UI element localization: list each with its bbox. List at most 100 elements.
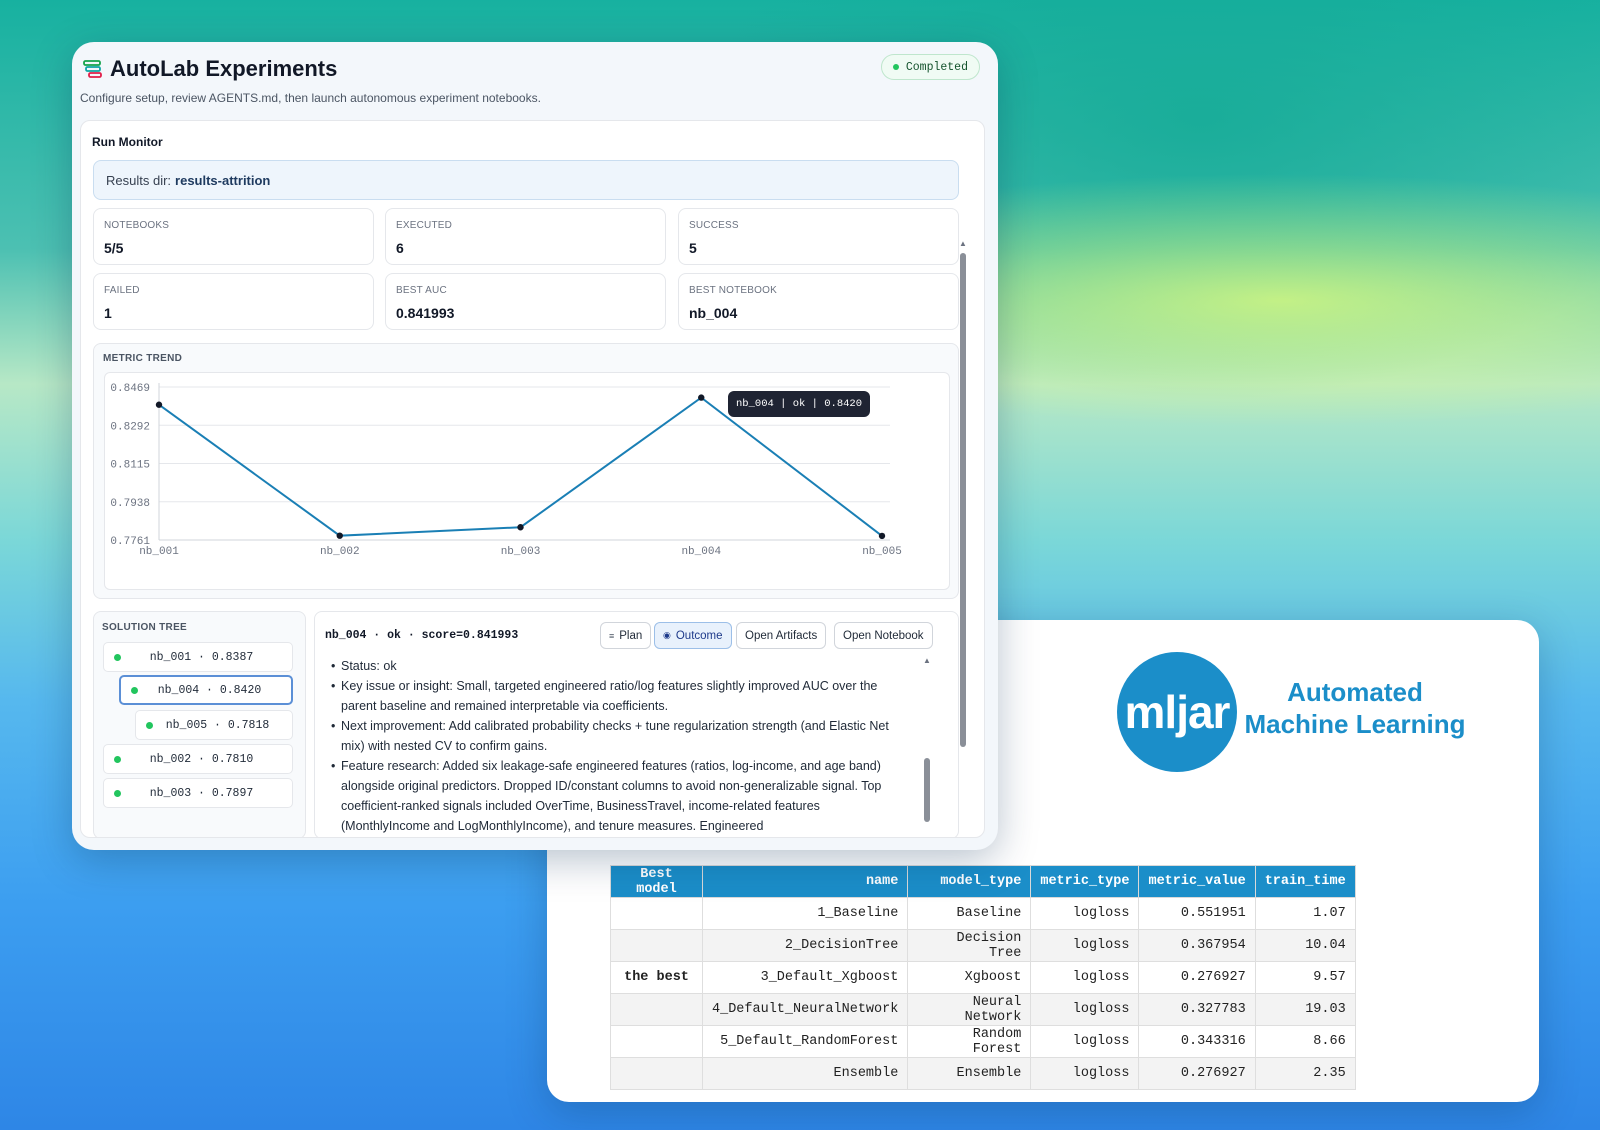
page-subtitle: Configure setup, review AGENTS.md, then … xyxy=(80,91,541,105)
y-tick-label: 0.7938 xyxy=(110,498,150,510)
scroll-up-icon[interactable]: ▲ xyxy=(923,656,931,665)
run-monitor-title: Run Monitor xyxy=(92,135,163,149)
table-cell: Decision Tree xyxy=(907,929,1032,962)
status-badge: Completed xyxy=(880,54,980,80)
col-name: name xyxy=(701,865,909,898)
status-dot-icon xyxy=(114,755,121,763)
open-notebook-button[interactable]: Open Notebook xyxy=(834,622,933,649)
table-cell: logloss xyxy=(1030,897,1140,930)
tree-node-label: nb_001 · 0.8387 xyxy=(149,650,254,664)
table-cell xyxy=(610,993,703,1026)
stat-label: EXECUTED xyxy=(396,220,453,231)
plan-button[interactable]: ≡ Plan xyxy=(600,622,652,649)
table-cell: logloss xyxy=(1030,1057,1140,1090)
chart-tooltip: nb_004 | ok | 0.8420 xyxy=(728,391,871,417)
stat-value: nb_004 xyxy=(689,305,738,321)
results-dir-label: Results dir: xyxy=(106,172,172,188)
table-cell: 19.03 xyxy=(1254,993,1356,1026)
y-tick-label: 0.7761 xyxy=(110,536,150,548)
table-cell xyxy=(610,1057,703,1090)
tree-node-nb-002[interactable]: nb_002 · 0.7810 xyxy=(103,744,293,774)
table-cell: Neural Network xyxy=(907,993,1032,1026)
table-cell xyxy=(610,929,703,962)
col-metric-value: metric_value xyxy=(1138,865,1256,898)
tree-node-label: nb_002 · 0.7810 xyxy=(149,752,254,766)
table-cell: 0.551951 xyxy=(1138,897,1256,930)
table-cell: 8.66 xyxy=(1254,1025,1356,1058)
table-cell: logloss xyxy=(1030,961,1140,994)
results-dir-value: results-attrition xyxy=(175,172,271,188)
list-icon: ≡ xyxy=(609,630,615,641)
list-item: Feature research: Added six leakage-safe… xyxy=(331,756,903,836)
scroll-up-icon[interactable]: ▲ xyxy=(959,239,967,248)
stat-card-executed: EXECUTED 6 xyxy=(385,208,666,265)
stat-card-failed: FAILED 1 xyxy=(93,273,374,330)
results-dir-bar: Results dir: results-attrition xyxy=(93,160,959,200)
y-tick-label: 0.8115 xyxy=(110,460,150,472)
autolab-window: AutoLab Experiments Configure setup, rev… xyxy=(72,42,998,850)
table-cell: Baseline xyxy=(907,897,1032,930)
status-dot-icon xyxy=(114,789,121,797)
table-row: 5_Default_RandomForest Random Forest log… xyxy=(610,1025,1356,1058)
x-tick-label: nb_003 xyxy=(501,546,541,558)
detail-scrollbar[interactable]: ▲ xyxy=(923,656,931,831)
solution-tree-label: SOLUTION TREE xyxy=(102,622,188,633)
table-cell: 4_Default_NeuralNetwork xyxy=(701,993,909,1026)
status-dot-icon xyxy=(892,64,899,70)
table-cell: 5_Default_RandomForest xyxy=(701,1025,909,1058)
stat-card-best-auc: BEST AUC 0.841993 xyxy=(385,273,666,330)
col-metric-type: metric_type xyxy=(1030,865,1140,898)
stat-card-notebooks: NOTEBOOKS 5/5 xyxy=(93,208,374,265)
stat-value: 5/5 xyxy=(104,240,124,256)
table-cell: 0.327783 xyxy=(1138,993,1256,1026)
run-monitor: Run Monitor Results dir: results-attriti… xyxy=(80,120,985,838)
table-row: Ensemble Ensemble logloss 0.276927 2.35 xyxy=(610,1057,1356,1090)
tree-node-nb-005[interactable]: nb_005 · 0.7818 xyxy=(135,710,293,740)
mljar-logo: mljar xyxy=(1117,652,1237,772)
tree-node-label: nb_005 · 0.7818 xyxy=(165,718,270,732)
tree-node-label: nb_004 · 0.8420 xyxy=(157,683,262,697)
table-row: 2_DecisionTree Decision Tree logloss 0.3… xyxy=(610,929,1356,962)
table-row: 1_Baseline Baseline logloss 0.551951 1.0… xyxy=(610,897,1356,930)
status-dot-icon xyxy=(131,686,138,694)
table-cell: Xgboost xyxy=(907,961,1032,994)
metric-trend-card: METRIC TREND 0.8469 0.8292 0.8115 0.7938 0.7… xyxy=(93,343,959,599)
table-cell: 1_Baseline xyxy=(701,897,909,930)
col-best-model: Best model xyxy=(610,865,703,898)
table-cell: logloss xyxy=(1030,929,1140,962)
table-cell: Ensemble xyxy=(907,1057,1032,1090)
notebook-detail-panel: nb_004 · ok · score=0.841993 ≡ Plan ◉ Ou… xyxy=(314,611,959,837)
col-model-type: model_type xyxy=(907,865,1032,898)
table-cell: 0.276927 xyxy=(1138,1057,1256,1090)
tree-node-nb-004[interactable]: nb_004 · 0.8420 xyxy=(119,675,293,705)
best-model-badge: the best xyxy=(610,961,703,994)
tree-node-nb-001[interactable]: nb_001 · 0.8387 xyxy=(103,642,293,672)
open-artifacts-label: Open Artifacts xyxy=(745,629,818,642)
stat-label: NOTEBOOKS xyxy=(104,220,170,231)
data-point xyxy=(517,524,524,531)
open-artifacts-button[interactable]: Open Artifacts xyxy=(736,622,827,649)
x-tick-label: nb_005 xyxy=(862,546,902,558)
table-cell: 0.276927 xyxy=(1138,961,1256,994)
stat-label: FAILED xyxy=(104,285,140,296)
monitor-scrollbar[interactable]: ▲ ▼ xyxy=(958,239,968,837)
mljar-tagline: Automated Machine Learning xyxy=(1240,676,1470,740)
table-cell: logloss xyxy=(1030,1025,1140,1058)
table-cell: 0.367954 xyxy=(1138,929,1256,962)
status-badge-label: Completed xyxy=(905,60,968,74)
scrollbar-thumb[interactable] xyxy=(960,253,966,747)
solution-tree: SOLUTION TREE nb_001 · 0.8387 nb_004 · 0… xyxy=(93,611,306,837)
leaderboard-table: Best model name model_type metric_type m… xyxy=(610,865,1356,1090)
table-cell: 2.35 xyxy=(1254,1057,1356,1090)
outcome-button[interactable]: ◉ Outcome xyxy=(654,622,732,649)
page-title: AutoLab Experiments xyxy=(110,56,338,81)
experiments-icon xyxy=(83,60,102,78)
list-item: Status: ok xyxy=(331,656,903,676)
scrollbar-thumb[interactable] xyxy=(924,758,930,822)
tree-node-nb-003[interactable]: nb_003 · 0.7897 xyxy=(103,778,293,808)
metric-trend-label: METRIC TREND xyxy=(103,353,183,364)
mljar-tagline-line2: Machine Learning xyxy=(1244,709,1466,739)
table-cell xyxy=(610,1025,703,1058)
stat-label: BEST NOTEBOOK xyxy=(689,285,777,296)
